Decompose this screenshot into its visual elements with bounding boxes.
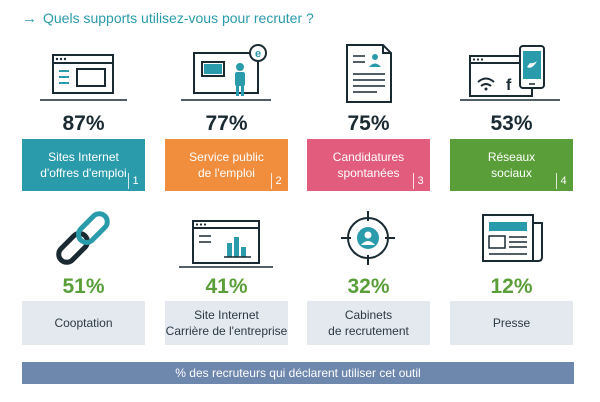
label-line-1: Service public <box>189 150 264 164</box>
label-box: Candidatures spontanées 3 <box>307 139 430 191</box>
label-line-2: de recrutement <box>328 324 409 338</box>
svg-text:e: e <box>255 48 261 60</box>
pct-value: 12% <box>490 275 533 298</box>
career-site-icon <box>165 205 288 271</box>
footer-note: % des recruteurs qui déclarent utiliser … <box>22 362 574 384</box>
footer-note-text: % des recruteurs qui déclarent utiliser … <box>175 366 421 380</box>
chain-link-icon <box>22 205 145 271</box>
label-line-1: Cooptation <box>54 316 113 330</box>
label-box: Sites Internet d'offres d'emploi 1 <box>22 139 145 191</box>
pct-value: 51% <box>62 275 105 298</box>
label-line-1: Presse <box>492 316 531 330</box>
label-line-2: d'offres d'emploi <box>40 166 127 180</box>
label-line-2: sociaux <box>491 166 532 180</box>
rank-badge: 2 <box>271 173 285 189</box>
label-line-2: Carrière de l'entreprise <box>165 324 288 338</box>
label-line-1: Réseaux <box>487 150 536 164</box>
chart-title-text: Quels supports utilisez-vous pour recrut… <box>43 10 314 26</box>
label-line-1: Site Internet <box>194 308 259 322</box>
social-network-icon: f <box>450 40 573 106</box>
pct-value: 87% <box>62 112 105 135</box>
label-box: Cooptation <box>22 301 145 345</box>
rank-badge: 4 <box>556 173 570 189</box>
label-line-1: Sites Internet <box>48 150 119 164</box>
svg-text:f: f <box>506 77 512 94</box>
pct-value: 77% <box>205 112 248 135</box>
label-line-2: spontanées <box>337 166 400 180</box>
chart-title: → Quels supports utilisez-vous pour recr… <box>22 8 314 28</box>
newspaper-icon <box>450 205 573 271</box>
pct-value: 53% <box>490 112 533 135</box>
rank-badge: 1 <box>128 173 142 189</box>
resume-icon <box>307 40 430 106</box>
label-box: Réseaux sociaux 4 <box>450 139 573 191</box>
target-person-icon <box>307 205 430 271</box>
label-box: Service public de l'emploi 2 <box>165 139 288 191</box>
label-box: Presse <box>450 301 573 345</box>
pct-value: 32% <box>347 275 390 298</box>
website-icon <box>22 40 145 106</box>
label-line-2: de l'emploi <box>197 166 255 180</box>
label-box: Cabinets de recrutement <box>307 301 430 345</box>
label-box: Site Internet Carrière de l'entreprise <box>165 301 288 345</box>
label-line-1: Cabinets <box>344 308 393 322</box>
pct-value: 41% <box>205 275 248 298</box>
arrow-right-icon: → <box>22 9 37 27</box>
label-line-1: Candidatures <box>332 150 405 164</box>
public-service-icon: e <box>165 40 288 106</box>
pct-value: 75% <box>347 112 390 135</box>
rank-badge: 3 <box>413 173 427 189</box>
